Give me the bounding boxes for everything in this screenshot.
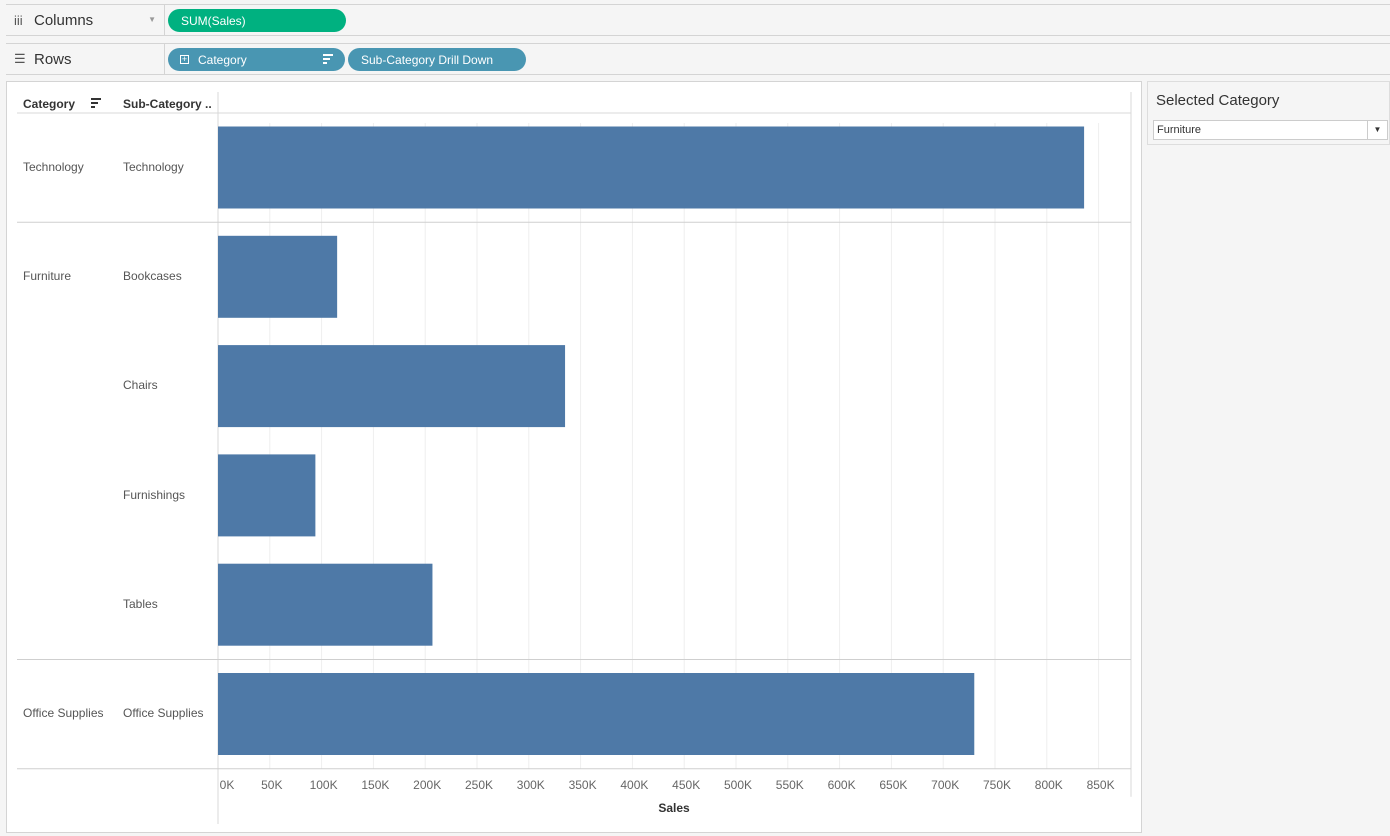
columns-label: Columns — [34, 11, 94, 29]
tick-label: 600K — [828, 778, 856, 792]
tick-label: 0K — [220, 778, 235, 792]
rows-shelf: ☰ Rows + Category Sub-Category Drill Dow… — [6, 43, 1390, 75]
x-axis-label: Sales — [658, 801, 690, 815]
tick-label: 700K — [931, 778, 959, 792]
sum-sales-pill[interactable]: SUM(Sales) — [168, 9, 346, 32]
subcategory-drilldown-pill[interactable]: Sub-Category Drill Down — [348, 48, 526, 71]
tick-label: 300K — [517, 778, 545, 792]
rows-icon: ☰ — [14, 51, 26, 66]
tick-label: 850K — [1087, 778, 1115, 792]
visualization-area: Category Sub-Category .. Technology Techn… — [6, 81, 1142, 833]
category-pill-label: Category — [198, 52, 247, 67]
rows-shelf-label: ☰ Rows — [6, 44, 165, 74]
bar[interactable] — [218, 454, 316, 537]
subcategory-label[interactable]: Bookcases — [123, 268, 182, 283]
bar[interactable] — [218, 345, 566, 428]
subcategory-drilldown-pill-label: Sub-Category Drill Down — [361, 52, 494, 67]
bar[interactable] — [218, 235, 338, 318]
tick-label: 150K — [361, 778, 389, 792]
sum-sales-pill-label: SUM(Sales) — [181, 13, 246, 28]
selected-category-filter: Selected Category Furniture ▼ — [1147, 81, 1390, 145]
sales-bar-chart: 0K 50K 100K 150K 200K 250K 300K 350K 400K 450K 500… — [17, 92, 1132, 824]
bar[interactable] — [218, 563, 433, 646]
subcategory-header[interactable]: Sub-Category .. — [123, 97, 212, 111]
tick-label: 350K — [569, 778, 597, 792]
category-dropdown[interactable]: Furniture ▼ — [1153, 120, 1388, 140]
subcategory-label[interactable]: Furnishings — [123, 487, 186, 502]
sort-icon — [323, 54, 333, 66]
tick-label: 200K — [413, 778, 441, 792]
rows-label: Rows — [34, 50, 72, 68]
tick-label: 750K — [983, 778, 1011, 792]
category-label[interactable]: Furniture — [23, 268, 72, 283]
tick-label: 100K — [310, 778, 338, 792]
category-dropdown-value: Furniture — [1157, 124, 1202, 136]
tick-label: 500K — [724, 778, 752, 792]
category-header[interactable]: Category — [23, 97, 76, 111]
bar[interactable] — [218, 126, 1085, 209]
columns-icon: iii — [14, 12, 23, 28]
subcategory-label[interactable]: Technology — [123, 159, 184, 174]
subcategory-label[interactable]: Tables — [123, 596, 158, 611]
category-label[interactable]: Office Supplies — [23, 706, 104, 721]
tick-label: 650K — [879, 778, 907, 792]
expand-plus-icon[interactable]: + — [180, 54, 189, 64]
columns-shelf-label: iii Columns ▼ — [6, 5, 165, 35]
tick-label: 250K — [465, 778, 493, 792]
bar[interactable] — [218, 673, 975, 755]
tick-label: 550K — [776, 778, 804, 792]
sort-icon[interactable] — [91, 98, 101, 110]
tick-label: 50K — [261, 778, 282, 792]
columns-shelf: iii Columns ▼ SUM(Sales) — [6, 4, 1390, 36]
subcategory-label[interactable]: Chairs — [123, 378, 158, 393]
tick-label: 400K — [620, 778, 648, 792]
category-label[interactable]: Technology — [23, 159, 84, 174]
filter-title: Selected Category — [1156, 92, 1280, 109]
chevron-down-icon[interactable]: ▼ — [148, 15, 156, 24]
category-pill[interactable]: + Category — [168, 48, 345, 71]
chevron-down-icon[interactable]: ▼ — [1367, 121, 1387, 139]
tick-label: 800K — [1035, 778, 1063, 792]
subcategory-label[interactable]: Office Supplies — [123, 706, 204, 721]
tick-label: 450K — [672, 778, 700, 792]
